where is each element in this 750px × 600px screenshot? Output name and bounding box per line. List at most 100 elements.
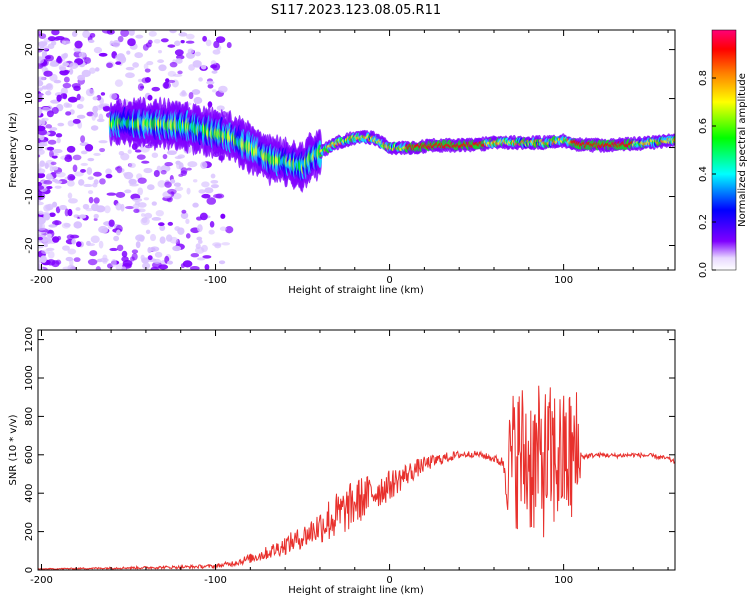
heatmap-noise-blob: [193, 96, 203, 105]
x-tick-label: -100: [204, 275, 227, 286]
heatmap-noise-blob: [98, 240, 104, 249]
heatmap-noise-blob: [38, 245, 44, 249]
heatmap-noise-blob: [55, 171, 66, 178]
heatmap-noise-blob: [121, 266, 127, 270]
heatmap-noise-blob: [210, 60, 217, 66]
heatmap-noise-blob: [51, 166, 59, 171]
heatmap-noise-blob: [146, 184, 155, 191]
heatmap-noise-blob: [117, 35, 124, 43]
y-tick-label: 1000: [24, 365, 35, 390]
heatmap-noise-blob: [111, 258, 117, 267]
heatmap-noise-blob: [63, 76, 70, 83]
heatmap-noise-blob: [134, 149, 142, 153]
heatmap-noise-blob: [105, 168, 112, 175]
heatmap-noise-blob: [201, 193, 211, 199]
heatmap-noise-blob: [162, 81, 172, 89]
heatmap-noise-blob: [86, 243, 95, 247]
heatmap-noise-blob: [38, 93, 44, 100]
heatmap-noise-blob: [46, 146, 55, 151]
heatmap-noise-blob: [88, 196, 94, 204]
heatmap-noise-blob: [38, 210, 44, 216]
heatmap-noise-blob: [93, 197, 100, 204]
heatmap-noise-blob: [100, 228, 108, 234]
heatmap-noise-blob: [61, 222, 71, 229]
heatmap-noise-blob: [210, 179, 219, 184]
y-tick-label: -20: [24, 237, 35, 253]
heatmap-noise-blob: [61, 54, 68, 59]
heatmap-noise-blob: [67, 180, 75, 187]
heatmap-noise-blob: [94, 67, 100, 72]
heatmap-noise-blob: [155, 209, 164, 217]
heatmap-noise-blob: [64, 155, 73, 163]
heatmap-noise-blob: [128, 162, 136, 169]
heatmap-noise-blob: [210, 173, 216, 179]
heatmap-noise-blob: [151, 152, 159, 158]
heatmap-noise-blob: [73, 214, 80, 218]
heatmap-noise-blob: [131, 249, 139, 254]
heatmap-noise-blob: [95, 266, 102, 270]
heatmap-noise-blob: [116, 165, 123, 174]
heatmap-noise-blob: [38, 107, 43, 115]
heatmap-noise-blob: [38, 87, 43, 92]
heatmap-noise-blob: [109, 93, 118, 100]
heatmap-noise-blob: [202, 255, 212, 259]
heatmap-noise-blob: [62, 245, 70, 251]
heatmap-noise-blob: [73, 221, 83, 229]
heatmap-noise-blob: [185, 40, 195, 44]
heatmap-noise-blob: [196, 236, 203, 241]
heatmap-noise-blob: [215, 36, 226, 43]
heatmap-noise-blob: [46, 110, 54, 118]
heatmap-noise-blob: [192, 179, 198, 183]
heatmap-noise-blob: [51, 30, 60, 36]
heatmap-noise-blob: [122, 259, 133, 267]
heatmap-noise-blob: [115, 61, 122, 65]
heatmap-noise-blob: [141, 77, 150, 84]
heatmap-noise-blob: [149, 233, 157, 242]
heatmap-noise-blob: [90, 125, 99, 131]
heatmap-noise-blob: [113, 235, 120, 242]
heatmap-noise-blob: [38, 192, 42, 198]
heatmap-noise-blob: [211, 70, 218, 74]
colorbar-gradient: [711, 29, 737, 271]
heatmap-noise-blob: [45, 175, 54, 180]
heatmap-noise-blob: [89, 32, 96, 38]
heatmap-noise-blob: [116, 229, 121, 236]
heatmap-noise-blob: [69, 258, 74, 267]
heatmap-noise-blob: [147, 94, 153, 101]
heatmap-noise-blob: [143, 63, 149, 70]
heatmap-noise-blob: [73, 85, 81, 92]
heatmap-noise-blob: [56, 137, 61, 144]
heatmap-noise-blob: [130, 256, 135, 262]
spectrogram-ylabel: Frequency (Hz): [8, 112, 19, 188]
heatmap-noise-blob: [137, 78, 143, 83]
heatmap-noise-blob: [212, 242, 222, 247]
heatmap-noise-blob: [220, 213, 226, 219]
heatmap-noise-blob: [158, 222, 165, 227]
heatmap-noise-blob: [67, 248, 77, 255]
heatmap-noise-blob: [52, 236, 60, 243]
heatmap-noise-blob: [136, 154, 146, 160]
heatmap-noise-blob: [38, 216, 43, 220]
heatmap-noise-blob: [169, 61, 178, 68]
heatmap-noise-blob: [103, 105, 111, 112]
heatmap-noise-blob: [201, 181, 210, 188]
heatmap-noise-blob: [187, 161, 198, 168]
heatmap-noise-blob: [188, 92, 194, 100]
heatmap-noise-blob: [87, 176, 94, 180]
heatmap-noise-blob: [84, 143, 94, 152]
colorbar-tick-label: 0.4: [698, 166, 709, 182]
heatmap-noise-blob: [67, 96, 78, 103]
heatmap-noise-blob: [90, 235, 100, 244]
heatmap-noise-blob: [38, 168, 46, 174]
heatmap-noise-blob: [43, 204, 51, 212]
heatmap-noise-blob: [143, 197, 150, 201]
heatmap-noise-blob: [178, 32, 188, 37]
heatmap-noise-blob: [45, 83, 53, 89]
heatmap-noise-blob: [128, 178, 137, 185]
heatmap-noise-blob: [180, 212, 189, 220]
heatmap-noise-blob: [57, 122, 65, 127]
heatmap-noise-blob: [225, 226, 234, 234]
heatmap-noise-blob: [221, 242, 231, 246]
heatmap-noise-blob: [196, 257, 206, 261]
heatmap-noise-blob: [158, 264, 169, 270]
